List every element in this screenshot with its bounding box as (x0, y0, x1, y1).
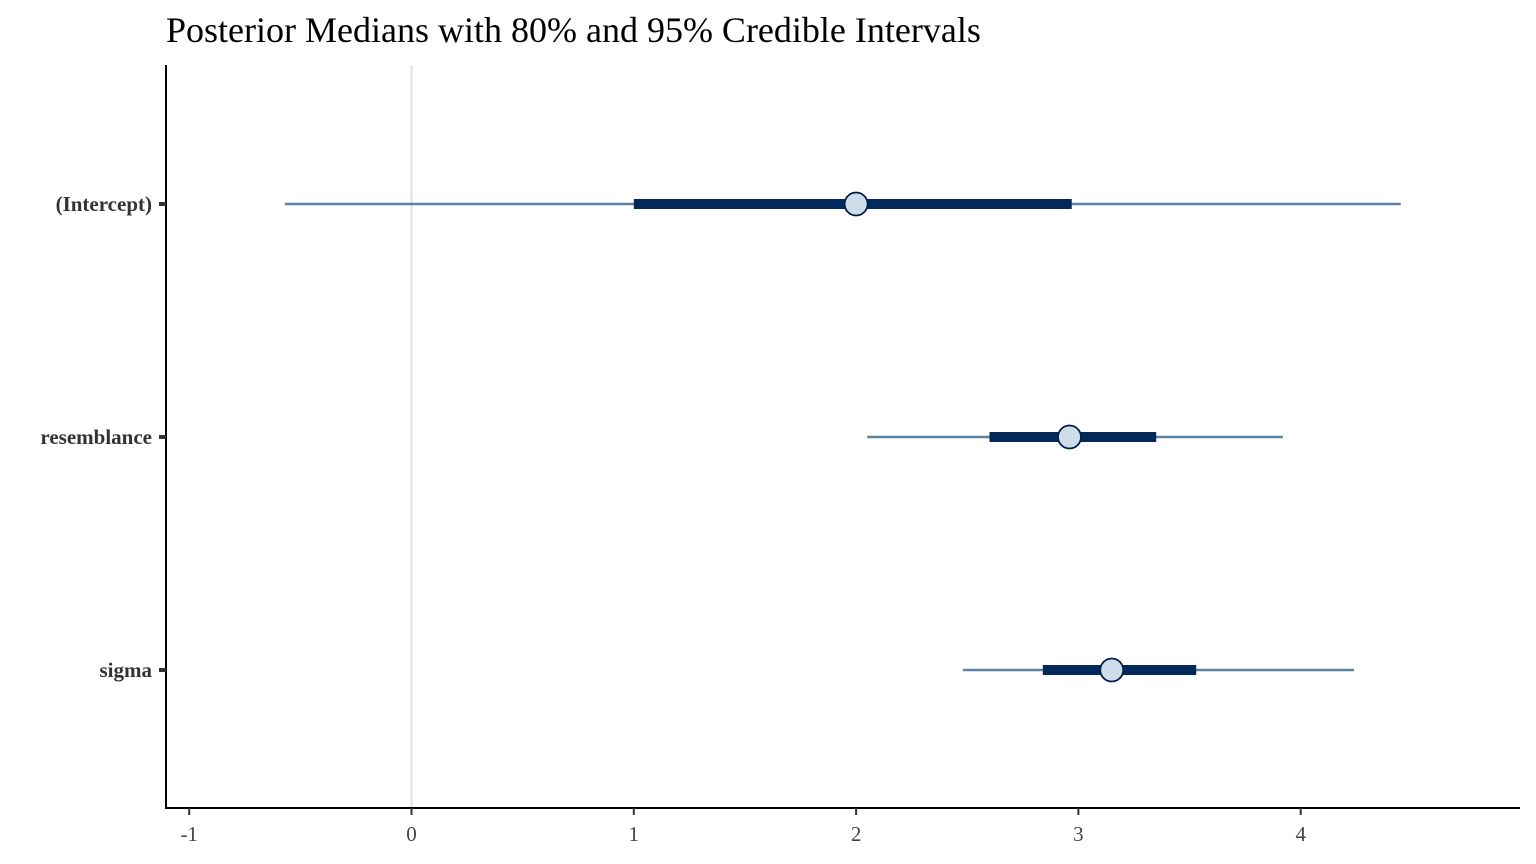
x-tick-label: 4 (1295, 822, 1306, 846)
y-tick-label: (Intercept) (56, 192, 152, 216)
x-tick-label: 3 (1073, 822, 1084, 846)
x-tick-label: -1 (180, 822, 198, 846)
intervals-layer (284, 191, 1401, 683)
x-tick-label: 2 (851, 822, 862, 846)
y-tick-label: resemblance (40, 425, 152, 449)
median-point (843, 191, 869, 217)
chart-title: Posterior Medians with 80% and 95% Credi… (166, 10, 981, 50)
axes: -1 0 1 2 3 4 (Intercept) resemblance sigma (40, 65, 1520, 846)
x-tick-label: 0 (406, 822, 417, 846)
median-point (1057, 424, 1082, 450)
y-tick-label: sigma (100, 658, 153, 682)
median-point (1099, 657, 1125, 683)
x-tick-label: 1 (629, 822, 640, 846)
